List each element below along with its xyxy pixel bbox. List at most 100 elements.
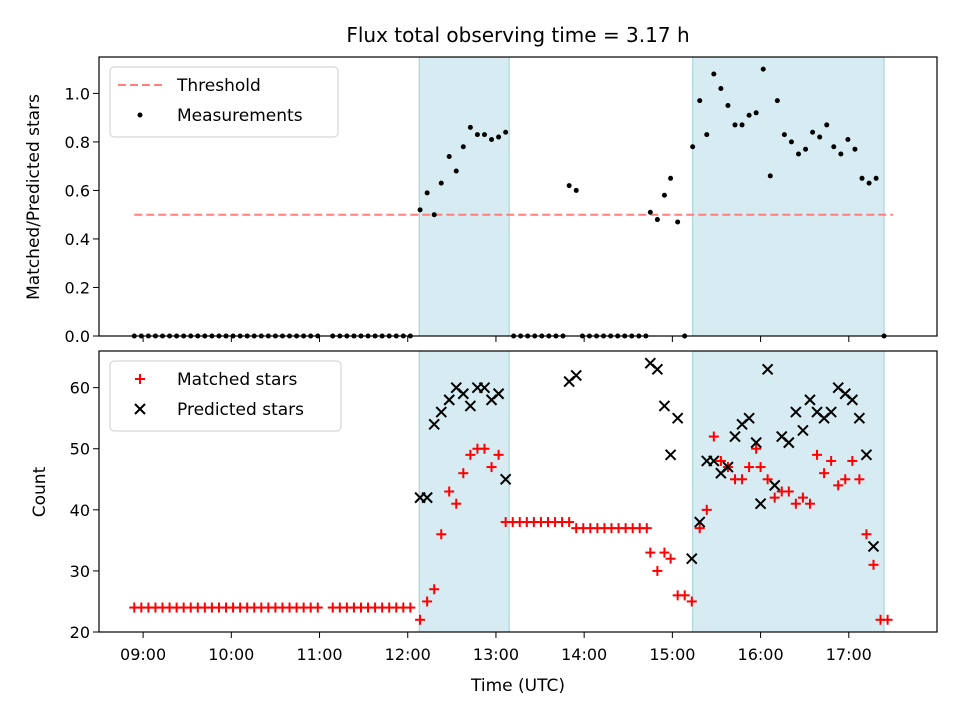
measurement-point	[739, 122, 745, 128]
legend-label: Matched stars	[177, 370, 297, 390]
predicted-star-point	[464, 400, 477, 412]
top-y-axis-label: Matched/Predicted stars	[24, 94, 44, 300]
bottom-panel: 20 30 40 50 60 09:00 10:00 11:00 12:00 13:00 14:00…	[70, 350, 938, 664]
legend-label: Threshold	[176, 76, 261, 96]
matched-star-point	[444, 486, 455, 497]
x-stroke	[729, 430, 741, 443]
x-stroke	[867, 540, 880, 553]
measurement-point	[453, 168, 459, 174]
y-tick-label: 50	[70, 440, 90, 459]
measurement-point	[810, 129, 816, 135]
measurement-point	[852, 146, 858, 152]
x-stroke	[443, 394, 455, 406]
measurement-point	[446, 153, 452, 159]
predicted-star-point	[671, 412, 684, 424]
x-stroke	[750, 436, 762, 449]
bottom-legend-box	[109, 360, 342, 432]
x-stroke	[846, 394, 859, 406]
predicted-star-point	[499, 473, 512, 485]
x-tick-label: 17:00	[826, 645, 872, 664]
predicted-star-point	[743, 412, 755, 424]
measurement-point	[859, 175, 865, 181]
predicted-star-point	[729, 430, 741, 443]
measurement-point	[573, 187, 579, 193]
measurement-point	[817, 134, 823, 140]
matched-star-point	[840, 474, 851, 485]
matched-star-point	[479, 443, 490, 454]
x-axis-label: Time (UTC)	[470, 676, 565, 696]
x-stroke	[664, 449, 677, 461]
measurement-point	[417, 207, 423, 213]
x-stroke	[797, 424, 809, 437]
matched-star-point	[312, 602, 323, 613]
measurement-point	[481, 132, 487, 138]
x-tick-label: 13:00	[473, 645, 519, 664]
y-tick-label: 0.2	[65, 278, 90, 297]
x-stroke	[464, 400, 477, 412]
x-tick-label: 10:00	[208, 645, 254, 664]
measurement-point	[732, 122, 738, 128]
x-stroke	[825, 406, 837, 418]
measurement-point	[824, 122, 830, 128]
matched-star-point	[405, 602, 416, 613]
x-stroke	[754, 498, 767, 510]
measurement-point	[781, 132, 787, 138]
x-tick-label: 09:00	[120, 645, 166, 664]
matched-star-point	[652, 565, 663, 576]
x-stroke	[853, 412, 866, 424]
predicted-star-point	[722, 461, 734, 473]
x-stroke	[761, 363, 774, 376]
predicted-star-point	[492, 388, 505, 400]
predicted-star-point	[658, 400, 671, 412]
measurement-point	[661, 192, 667, 198]
predicted-star-point	[708, 455, 720, 467]
matched-star-point	[868, 559, 879, 570]
top-legend-box	[109, 66, 339, 138]
matched-star-point	[701, 504, 712, 515]
measurement-point	[753, 110, 759, 116]
measurement-point	[654, 217, 660, 223]
legend-measurement-swatch	[137, 112, 143, 118]
matched-star-point	[486, 462, 497, 473]
matched-star-point	[854, 474, 865, 485]
y-tick-label: 0.6	[65, 181, 90, 200]
matched-star-point	[744, 462, 755, 473]
measurement-point	[718, 86, 724, 92]
x-stroke	[790, 406, 802, 418]
predicted-star-point	[797, 424, 809, 437]
measurement-point	[838, 151, 844, 157]
matched-star-point	[847, 455, 858, 466]
measurement-point	[474, 132, 480, 138]
predicted-star-point	[804, 394, 816, 406]
measurement-point	[690, 144, 696, 150]
matched-star-point	[762, 474, 773, 485]
measurement-point	[467, 124, 473, 130]
matched-star-point	[715, 455, 726, 466]
x-stroke	[658, 400, 671, 412]
measurement-point	[711, 71, 717, 77]
predicted-star-point	[867, 540, 880, 553]
chart-title: Flux total observing time = 3.17 h	[346, 23, 689, 47]
matched-star-point	[833, 480, 844, 491]
y-tick-label: 0.4	[65, 230, 90, 249]
legend-label: Measurements	[177, 106, 303, 126]
measurement-point	[746, 112, 752, 118]
y-tick-label: 30	[70, 562, 90, 581]
y-tick-label: 0.0	[65, 327, 90, 346]
measurement-point	[647, 209, 653, 215]
measurement-point	[697, 98, 703, 104]
x-stroke	[776, 430, 788, 443]
x-stroke	[644, 357, 657, 369]
matched-star-point	[694, 523, 705, 534]
bottom-axes-frame	[98, 350, 938, 633]
matched-star-point	[451, 498, 462, 509]
measurement-point	[489, 136, 495, 142]
measurement-point	[668, 175, 674, 181]
x-stroke	[457, 388, 470, 400]
matched-star-point	[429, 584, 440, 595]
x-stroke	[686, 552, 698, 565]
predicted-star-point	[570, 369, 582, 382]
matched-star-point	[436, 529, 447, 540]
measurement-point	[496, 134, 502, 140]
matched-star-point	[422, 596, 433, 607]
